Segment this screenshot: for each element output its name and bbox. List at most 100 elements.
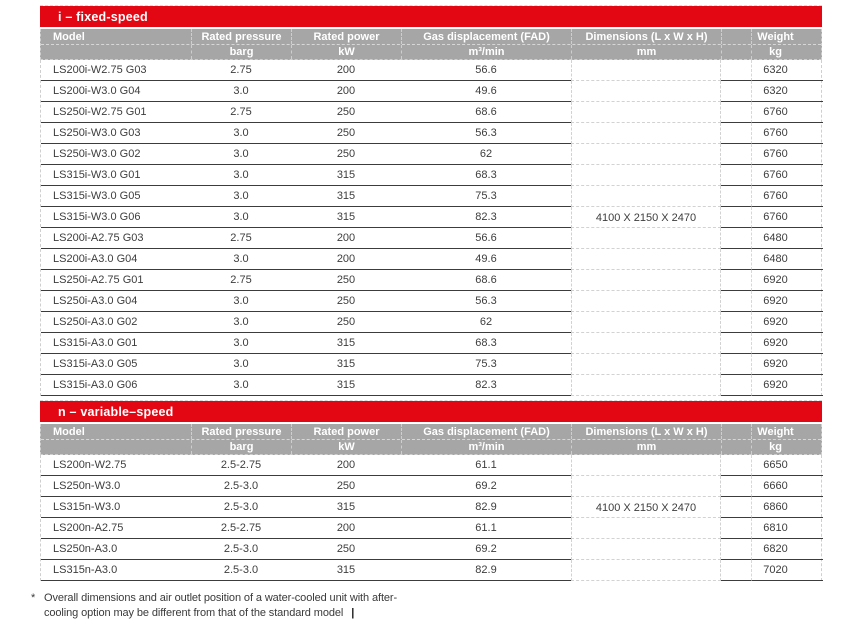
table-row: LS250i-A3.0 G04 3.0 250 56.3 6920 bbox=[41, 291, 823, 312]
cell-model: LS315i-W3.0 G05 bbox=[41, 186, 191, 207]
header-weight: Weight bbox=[751, 424, 823, 439]
cell-weight: 6320 bbox=[751, 81, 823, 102]
cell-weight: 7020 bbox=[751, 560, 823, 581]
cell-model: LS200n-W2.75 bbox=[41, 455, 191, 476]
cell-power: 315 bbox=[291, 375, 401, 396]
cell-model: LS250i-W3.0 G02 bbox=[41, 144, 191, 165]
cell-power: 250 bbox=[291, 291, 401, 312]
cell-dims bbox=[571, 270, 721, 291]
header-weight-unit: kg bbox=[751, 45, 823, 59]
header-model: Model bbox=[53, 30, 85, 43]
table-row: LS250i-A2.75 G01 2.75 250 68.6 6920 bbox=[41, 270, 823, 291]
cell-fad: 49.6 bbox=[401, 81, 571, 102]
cell-power: 315 bbox=[291, 165, 401, 186]
cell-model: LS315i-W3.0 G06 bbox=[41, 207, 191, 228]
header-units-row: barg kW m³/min mm kg bbox=[41, 439, 821, 454]
table-row: LS250i-W2.75 G01 2.75 250 68.6 6760 bbox=[41, 102, 823, 123]
header-power-unit: kW bbox=[291, 440, 401, 454]
cell-spacer bbox=[721, 518, 751, 539]
header-labels-row: Model Rated pressure Rated power Gas displa… bbox=[41, 29, 821, 44]
cell-power: 315 bbox=[291, 333, 401, 354]
cell-pressure: 3.0 bbox=[191, 312, 291, 333]
cell-spacer bbox=[721, 354, 751, 375]
cell-spacer bbox=[721, 539, 751, 560]
cell-dims bbox=[571, 539, 721, 560]
cell-fad: 69.2 bbox=[401, 539, 571, 560]
cell-fad: 82.3 bbox=[401, 375, 571, 396]
header-model: Model bbox=[53, 425, 85, 438]
cell-dims bbox=[571, 60, 721, 81]
section-title: i – fixed-speed bbox=[58, 9, 148, 24]
cell-weight: 6920 bbox=[751, 333, 823, 354]
cell-dims bbox=[571, 123, 721, 144]
cell-weight: 6480 bbox=[751, 249, 823, 270]
table-row: LS315i-W3.0 G05 3.0 315 75.3 6760 bbox=[41, 186, 823, 207]
cell-model: LS315n-W3.0 bbox=[41, 497, 191, 518]
cell-power: 315 bbox=[291, 354, 401, 375]
cell-power: 250 bbox=[291, 312, 401, 333]
cell-fad: 68.3 bbox=[401, 333, 571, 354]
header-model-unit bbox=[41, 45, 191, 59]
cell-power: 315 bbox=[291, 560, 401, 581]
cell-weight: 6810 bbox=[751, 518, 823, 539]
cell-model: LS200n-A2.75 bbox=[41, 518, 191, 539]
cell-power: 315 bbox=[291, 186, 401, 207]
cell-dims bbox=[571, 207, 721, 228]
cell-dims bbox=[571, 333, 721, 354]
cell-fad: 61.1 bbox=[401, 455, 571, 476]
cell-fad: 56.3 bbox=[401, 123, 571, 144]
cell-model: LS200i-A2.75 G03 bbox=[41, 228, 191, 249]
table-row: LS250n-W3.0 2.5-3.0 250 69.2 6660 bbox=[41, 476, 823, 497]
cell-weight: 6760 bbox=[751, 186, 823, 207]
cell-spacer bbox=[721, 312, 751, 333]
cell-weight: 6820 bbox=[751, 539, 823, 560]
cell-weight: 6920 bbox=[751, 375, 823, 396]
cell-weight: 6760 bbox=[751, 102, 823, 123]
cell-fad: 68.3 bbox=[401, 165, 571, 186]
cell-dims bbox=[571, 228, 721, 249]
cell-spacer bbox=[721, 228, 751, 249]
cell-spacer bbox=[721, 60, 751, 81]
table-body: LS200i-W2.75 G03 2.75 200 56.6 6320 LS200i-W3… bbox=[40, 60, 823, 396]
cell-power: 250 bbox=[291, 476, 401, 497]
cell-dims bbox=[571, 476, 721, 497]
cell-pressure: 3.0 bbox=[191, 333, 291, 354]
header-spacer-unit bbox=[721, 45, 751, 59]
header-fad-unit: m³/min bbox=[401, 45, 571, 59]
section-title: n – variable–speed bbox=[58, 404, 174, 419]
cell-spacer bbox=[721, 207, 751, 228]
cell-weight: 6760 bbox=[751, 165, 823, 186]
cell-spacer bbox=[721, 291, 751, 312]
cell-dims bbox=[571, 249, 721, 270]
text-caret: | bbox=[351, 606, 355, 619]
cell-spacer bbox=[721, 165, 751, 186]
cell-model: LS315i-A3.0 G05 bbox=[41, 354, 191, 375]
cell-dims bbox=[571, 518, 721, 539]
cell-spacer bbox=[721, 333, 751, 354]
cell-dims bbox=[571, 81, 721, 102]
table-row: LS200i-W3.0 G04 3.0 200 49.6 6320 bbox=[41, 81, 823, 102]
table-row: LS315i-A3.0 G05 3.0 315 75.3 6920 bbox=[41, 354, 823, 375]
cell-fad: 62 bbox=[401, 144, 571, 165]
cell-weight: 6660 bbox=[751, 476, 823, 497]
header-pressure-unit: barg bbox=[191, 440, 291, 454]
header-weight: Weight bbox=[751, 29, 823, 44]
cell-pressure: 2.75 bbox=[191, 60, 291, 81]
cell-spacer bbox=[721, 455, 751, 476]
header-spacer bbox=[721, 424, 751, 439]
table-row: LS200n-A2.75 2.5-2.75 200 61.1 6810 bbox=[41, 518, 823, 539]
cell-fad: 61.1 bbox=[401, 518, 571, 539]
header-dims-unit: mm bbox=[571, 45, 721, 59]
section-title-bar: n – variable–speed bbox=[40, 401, 822, 422]
cell-dims bbox=[571, 497, 721, 518]
header-dims-unit: mm bbox=[571, 440, 721, 454]
cell-dims bbox=[571, 455, 721, 476]
header-model-unit bbox=[41, 440, 191, 454]
table-body: LS200n-W2.75 2.5-2.75 200 61.1 6650 LS250n-W3… bbox=[40, 455, 823, 581]
cell-spacer bbox=[721, 123, 751, 144]
cell-spacer bbox=[721, 270, 751, 291]
header-pressure-unit: barg bbox=[191, 45, 291, 59]
cell-pressure: 3.0 bbox=[191, 81, 291, 102]
table-row: LS315n-W3.0 2.5-3.0 315 82.9 6860 bbox=[41, 497, 823, 518]
cell-pressure: 2.5-3.0 bbox=[191, 497, 291, 518]
